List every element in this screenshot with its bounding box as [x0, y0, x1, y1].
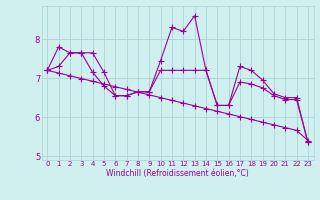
X-axis label: Windchill (Refroidissement éolien,°C): Windchill (Refroidissement éolien,°C): [106, 169, 249, 178]
